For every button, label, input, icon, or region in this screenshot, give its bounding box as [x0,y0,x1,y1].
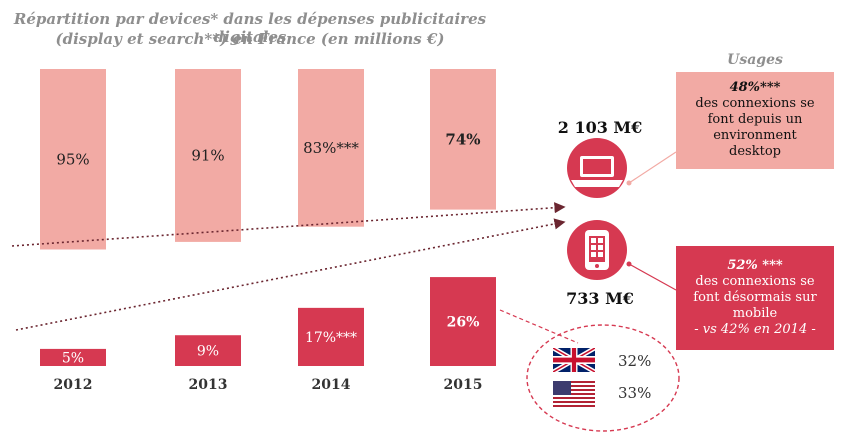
us-flag-value: 33% [618,384,652,402]
desktop-usage-line: environment [713,128,797,143]
desktop-usage-line: desktop [729,144,781,159]
mobile-bar-label: 17%*** [305,330,357,346]
mobile-usage-pct: 52% *** [727,258,783,273]
usages-label: Usages [727,52,783,68]
desktop-bar [298,69,364,227]
mobile-usage-text: 52% *** des connexions se font désormais… [676,258,834,338]
x-tick-label: 2012 [54,377,93,393]
mobile-amount: 733 M€ [566,289,634,308]
desktop-connector [628,151,677,184]
mobile-usage-box [676,246,834,350]
mobile-bar [298,307,364,366]
desktop-usage-box [676,72,834,169]
desktop-bar-label: 95% [56,150,89,168]
uk-flag-icon [553,348,595,372]
laptop-icon [567,138,627,198]
desktop-bar-label: 74% [445,130,480,148]
mobile-usage-note: - vs 42% en 2014 - [694,322,816,337]
x-tick-label: 2013 [189,377,228,393]
mobile-trend-line [15,218,566,331]
mobile-bar-label: 26% [447,315,480,331]
mobile-bar-label: 9% [197,344,219,360]
mobile-bar [175,335,241,366]
chart-title-line1: Répartition par devices* dans les dépens… [13,10,487,46]
mobile-usage-line: mobile [732,306,778,321]
desktop-usage-line: des connexions se [695,96,815,111]
desktop-bar-label: 91% [191,146,224,164]
mobile-usage-line: font désormais sur [693,290,817,305]
uk-flag-value: 32% [618,352,652,370]
desktop-usage-line: font depuis un [707,112,803,127]
x-tick-label: 2015 [444,377,483,393]
mobile-usage-line: des connexions se [695,274,815,289]
chart-title-line2: (display et search**) en France (en mill… [55,30,445,48]
mobile-bar [430,277,496,366]
mobile-connector [628,263,677,291]
desktop-usage-text: 48%*** des connexions se font depuis un … [676,80,834,160]
desktop-bar [175,69,241,242]
us-flag-icon [553,381,595,407]
desktop-bar [40,69,106,250]
mobile-bar-label: 5% [62,350,84,366]
desktop-amount: 2 103 M€ [557,118,643,137]
flags-callout-line [499,309,579,344]
flags-ellipse [526,324,680,432]
desktop-trend-line [11,202,566,247]
desktop-bar-label: 83%*** [303,139,359,157]
desktop-bar [430,69,496,210]
desktop-usage-pct: 48%*** [729,80,781,95]
x-tick-label: 2014 [312,377,351,393]
mobile-bar [40,348,106,366]
smartphone-icon [567,220,627,280]
